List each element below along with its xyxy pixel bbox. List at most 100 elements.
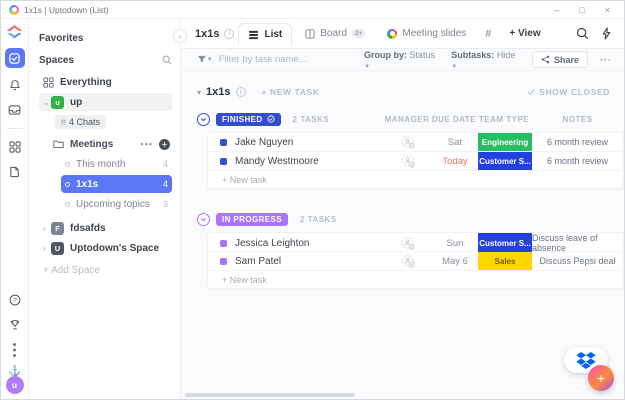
notes-text[interactable]: Discuss Pepsi deal xyxy=(539,256,616,266)
status-pill-in-progress[interactable]: IN PROGRESS xyxy=(216,212,288,226)
space-uptodown-avatar: U xyxy=(51,241,64,255)
sidebar-list-this-month[interactable]: This month 4 xyxy=(61,155,172,173)
sidebar-folder-meetings[interactable]: Meetings ••• + xyxy=(39,135,172,153)
status-square-icon xyxy=(220,138,227,146)
folder-add-icon[interactable]: + xyxy=(159,138,170,150)
clickup-app-icon xyxy=(9,4,19,15)
search-icon xyxy=(576,27,589,40)
column-header-manager[interactable]: MANAGER xyxy=(384,114,430,124)
column-header-notes[interactable]: NOTES xyxy=(562,114,593,124)
filter-funnel-icon[interactable] xyxy=(197,55,207,64)
rewards-button[interactable] xyxy=(6,316,24,334)
assign-manager-button[interactable] xyxy=(384,133,432,151)
group-collapse-icon[interactable] xyxy=(197,212,210,226)
status-pill-finished[interactable]: FINISHED xyxy=(216,112,281,126)
add-task-button[interactable]: + New task xyxy=(222,174,267,185)
team-type-tag[interactable]: Engineering xyxy=(478,133,532,151)
tasks-nav-button[interactable] xyxy=(4,48,25,68)
minimize-button[interactable]: – xyxy=(554,4,560,15)
search-button[interactable] xyxy=(576,27,589,40)
space-up-avatar: u xyxy=(51,95,64,109)
main-panel: ‹ 1x1s i List Board 2+ Meeting slides xyxy=(173,19,624,399)
dashboards-button[interactable] xyxy=(6,138,24,156)
help-button[interactable]: ? xyxy=(6,291,24,309)
task-row[interactable]: Mandy Westmoore Today Customer S... 6 mo… xyxy=(208,152,623,171)
quick-add-button[interactable]: + xyxy=(588,365,614,391)
checkbox-icon xyxy=(9,52,20,64)
assignee-placeholder-icon xyxy=(401,254,415,268)
team-type-tag[interactable]: Customer S... xyxy=(478,233,532,253)
sidebar-collapse-button[interactable]: ‹ xyxy=(173,29,187,43)
sidebar-space-fdsafds[interactable]: › F fdsafds xyxy=(43,221,106,235)
info-icon[interactable]: i xyxy=(224,28,235,39)
filter-caret-icon[interactable]: ▼ xyxy=(206,56,213,63)
task-name: Jake Nguyen xyxy=(235,136,294,148)
add-space-button[interactable]: + Add Space xyxy=(43,265,100,276)
team-type-tag[interactable]: Sales xyxy=(478,252,532,270)
due-date[interactable]: Sat xyxy=(447,136,463,148)
sidebar-space-up[interactable]: ⌄ u up xyxy=(39,93,172,111)
assign-manager-button[interactable] xyxy=(384,152,432,170)
chevron-right-icon: › xyxy=(43,243,46,253)
column-header-due-date[interactable]: DUE DATE xyxy=(431,114,477,124)
sidebar-list-1x1s[interactable]: 1x1s 4 xyxy=(61,175,172,193)
docs-button[interactable] xyxy=(6,163,24,181)
assignee-placeholder-icon xyxy=(401,135,415,149)
more-options-icon[interactable]: ··· xyxy=(600,54,612,65)
assign-manager-button[interactable] xyxy=(384,233,432,253)
sidebar-list-upcoming-topics[interactable]: Upcoming topics 3 xyxy=(61,195,172,213)
due-date[interactable]: May 6 xyxy=(442,255,468,267)
due-date[interactable]: Sun xyxy=(446,237,464,249)
maximize-button[interactable]: □ xyxy=(579,4,585,15)
automation-button[interactable] xyxy=(601,27,612,40)
share-button[interactable]: Share xyxy=(531,51,588,68)
task-row[interactable]: Jake Nguyen Sat Engineering 6 month revi… xyxy=(208,133,623,152)
info-icon[interactable]: i xyxy=(235,87,246,97)
group-by-control[interactable]: Group by: Status ▼ xyxy=(363,49,435,70)
task-row[interactable]: Sam Patel May 6 Sales Discuss Pepsi deal xyxy=(208,252,623,271)
board-badge: 2+ xyxy=(351,29,366,38)
subtasks-control[interactable]: Subtasks: Hide ▼ xyxy=(451,49,516,70)
due-date[interactable]: Today xyxy=(442,155,468,167)
filter-input[interactable] xyxy=(218,54,364,65)
icon-rail: ? ⋮ ⚓ u xyxy=(1,19,29,399)
add-task-button[interactable]: + New task xyxy=(222,274,267,285)
document-icon xyxy=(10,166,19,178)
notes-text[interactable]: 6 month review xyxy=(546,137,609,147)
chevron-down-icon: ⌄ xyxy=(43,97,50,107)
notifications-button[interactable] xyxy=(6,76,24,94)
team-type-tag[interactable]: Customer S... xyxy=(478,152,532,170)
search-spaces-icon[interactable] xyxy=(162,55,172,65)
show-closed-toggle[interactable]: SHOW CLOSED xyxy=(527,87,610,97)
favorites-header[interactable]: Favorites xyxy=(39,32,84,44)
tab-meeting-slides[interactable]: Meeting slides xyxy=(378,23,475,44)
add-view-button[interactable]: + View xyxy=(509,28,541,39)
task-row[interactable]: Jessica Leighton Sun Customer S... Discu… xyxy=(208,233,623,253)
status-square-icon xyxy=(220,239,227,247)
clickup-logo-icon[interactable] xyxy=(6,25,23,39)
chats-pill[interactable]: # 4 Chats xyxy=(55,115,107,129)
inbox-button[interactable] xyxy=(6,101,24,119)
group-collapse-icon[interactable] xyxy=(197,112,210,126)
tab-hash[interactable]: # xyxy=(485,27,492,40)
assign-manager-button[interactable] xyxy=(384,252,432,270)
sidebar-item-everything[interactable]: Everything xyxy=(39,73,172,91)
notes-text[interactable]: 6 month review xyxy=(546,156,609,166)
horizontal-scrollbar[interactable] xyxy=(185,393,355,397)
new-task-button[interactable]: + NEW TASK xyxy=(261,87,320,97)
tab-board[interactable]: Board 2+ xyxy=(296,23,374,44)
notes-text[interactable]: Discuss leave of absence xyxy=(532,233,598,253)
column-header-team-type[interactable]: TEAM TYPE xyxy=(478,114,530,124)
collapse-list-icon[interactable]: ▾ xyxy=(197,87,202,97)
board-view-icon xyxy=(305,28,315,39)
user-avatar[interactable]: ⚓ u xyxy=(5,366,24,394)
spaces-header[interactable]: Spaces xyxy=(39,51,172,69)
more-options-button[interactable]: ⋮ xyxy=(6,342,23,359)
chevron-right-icon: › xyxy=(43,223,46,233)
sidebar-space-uptodown[interactable]: › U Uptodown's Space xyxy=(43,241,160,255)
folder-more-icon[interactable]: ••• xyxy=(140,139,153,149)
tab-list[interactable]: List xyxy=(238,23,293,46)
close-button[interactable]: × xyxy=(604,4,610,15)
share-icon xyxy=(541,55,550,64)
